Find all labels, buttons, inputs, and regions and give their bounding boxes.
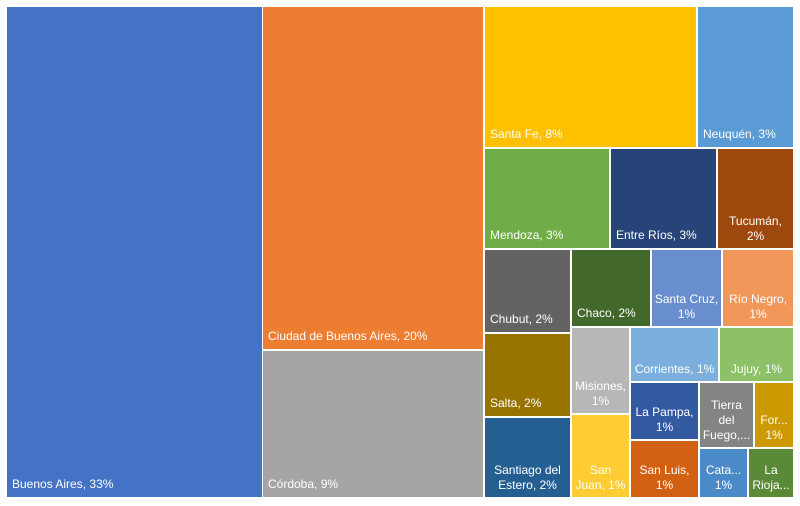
treemap-cell: Mendoza, 3% (485, 149, 609, 248)
value-label: 1% (591, 394, 610, 408)
treemap-cell: Neuquén, 3% (698, 7, 793, 147)
value-label: 1% (655, 478, 674, 492)
category-label: La Pampa, (635, 405, 694, 419)
cell-label: Chaco, 2% (572, 306, 650, 326)
treemap-cell: Chubut, 2% (485, 250, 570, 332)
category-label: Neuquén, (703, 127, 756, 141)
cell-label: Santa Fe, 8% (485, 127, 696, 147)
treemap-cell: Tucumán, 2% (718, 149, 793, 248)
category-label: Tucumán, (729, 214, 782, 228)
category-label: Santa Cruz, (654, 292, 719, 306)
treemap-cell: Córdoba, 9% (263, 351, 483, 497)
cell-label: La Pampa, 1% (631, 405, 698, 439)
value-label: 2% (746, 229, 765, 243)
category-label: Santa Fe, (490, 127, 543, 141)
cell-label: Misiones, 1% (572, 379, 629, 413)
category-label: Santiago del Estero, (494, 463, 561, 492)
treemap-cell: Buenos Aires, 33% (7, 7, 262, 497)
value-label: 9% (320, 477, 339, 491)
value-label: 2% (539, 478, 557, 492)
cell-label: Neuquén, 3% (698, 127, 793, 147)
cell-label: Jujuy, 1% (720, 362, 793, 381)
treemap-cell: Jujuy, 1% (720, 328, 793, 381)
treemap-cell: Santa Fe, 8% (485, 7, 696, 147)
value-label: 1% (749, 307, 767, 321)
value-label: 1% (764, 362, 783, 376)
category-label: San Juan, (575, 463, 612, 492)
value-label: 1% (655, 420, 674, 434)
cell-label: Ciudad de Buenos Aires, 20% (263, 329, 483, 349)
treemap-cell: La Pampa, 1% (631, 383, 698, 439)
treemap-cell: San Luis, 1% (631, 441, 698, 497)
category-label: Córdoba, (268, 477, 318, 491)
cell-label: Tucumán, 2% (718, 214, 793, 248)
cell-label: Entre Ríos, 3% (611, 228, 716, 248)
category-label: Río Negro, (728, 292, 788, 306)
cell-label: Mendoza, 3% (485, 228, 609, 248)
cell-label: Salta, 2% (485, 396, 570, 416)
category-label: Jujuy, (730, 362, 762, 376)
cell-label: San Luis, 1% (631, 463, 698, 497)
treemap-cell: San Juan, 1% (572, 415, 629, 497)
cell-label: Chubut, 2% (485, 312, 570, 332)
value-label: 33% (89, 477, 114, 491)
value-label: 2% (535, 312, 553, 326)
category-label: Chaco, (577, 306, 616, 320)
category-label: For... (760, 413, 788, 427)
cell-label: Corrientes, 1% (631, 362, 718, 381)
value-label: 1% (608, 478, 626, 492)
treemap-cell: Río Negro, 1% (723, 250, 793, 326)
treemap-cell: Cata... 1% (700, 449, 747, 497)
category-label: Misiones, (575, 379, 626, 393)
category-label: Ciudad de Buenos Aires, (268, 329, 401, 343)
category-label: Entre Ríos, (616, 228, 677, 242)
category-label: Tierra del Fuego,... (702, 398, 751, 442)
category-label: La Rioja... (752, 463, 790, 492)
category-label: Cata... (705, 463, 742, 477)
treemap-cell: Santa Cruz, 1% (652, 250, 721, 326)
value-label: 1% (677, 307, 696, 321)
value-label: 1% (696, 362, 715, 376)
value-label: 3% (679, 228, 697, 242)
treemap-cell: For... 1% (755, 383, 793, 447)
cell-label: Córdoba, 9% (263, 477, 483, 497)
category-label: Mendoza, (490, 228, 543, 242)
value-label: 2% (618, 306, 636, 320)
cell-label: Santa Cruz, 1% (652, 292, 721, 326)
value-label: 3% (546, 228, 564, 242)
category-label: San Luis, (639, 463, 690, 477)
value-label: 8% (545, 127, 563, 141)
treemap-cell: Tierra del Fuego,... (700, 383, 753, 447)
cell-label: San Juan, 1% (572, 463, 629, 497)
cell-label: Río Negro, 1% (723, 292, 793, 326)
value-label: 2% (524, 396, 542, 410)
cell-label: Buenos Aires, 33% (7, 477, 262, 497)
treemap-cell: Santiago del Estero, 2% (485, 418, 570, 497)
treemap-cell: Ciudad de Buenos Aires, 20% (263, 7, 483, 349)
category-label: Salta, (490, 396, 521, 410)
cell-label: La Rioja... (749, 463, 793, 497)
cell-label: Santiago del Estero, 2% (485, 463, 570, 497)
cell-label: Cata... 1% (700, 463, 747, 497)
treemap-cell: La Rioja... (749, 449, 793, 497)
value-label: 3% (758, 127, 776, 141)
category-label: Corrientes, (634, 362, 694, 376)
treemap-cell: Chaco, 2% (572, 250, 650, 326)
value-label: 1% (714, 478, 733, 492)
cell-label: Tierra del Fuego,... (700, 398, 753, 447)
category-label: Chubut, (490, 312, 533, 326)
treemap-cell: Corrientes, 1% (631, 328, 718, 381)
treemap-cell: Salta, 2% (485, 334, 570, 416)
treemap-cell: Entre Ríos, 3% (611, 149, 716, 248)
treemap-cell: Misiones, 1% (572, 328, 629, 413)
cell-label: For... 1% (755, 413, 793, 447)
category-label: Buenos Aires, (12, 477, 87, 491)
value-label: 20% (403, 329, 428, 343)
value-label: 1% (765, 428, 783, 442)
